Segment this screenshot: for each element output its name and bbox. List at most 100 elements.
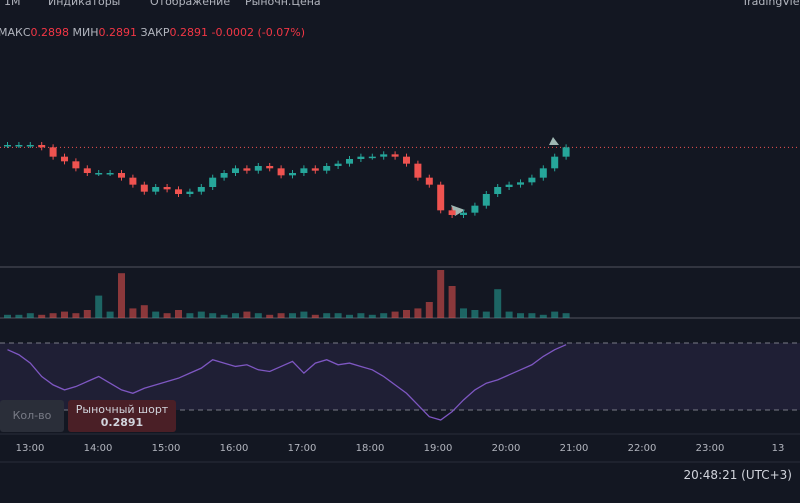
candle xyxy=(209,177,217,187)
volume-bar xyxy=(403,310,410,318)
volume-bar xyxy=(334,313,342,318)
rsi-band xyxy=(0,343,800,410)
price-type-button[interactable]: Рыночн.Цена xyxy=(245,0,321,8)
volume-bar xyxy=(140,305,148,318)
volume-bar xyxy=(425,302,433,318)
volume-bar xyxy=(391,311,399,318)
candle xyxy=(323,166,331,171)
candle xyxy=(38,145,46,148)
volume-bar xyxy=(72,313,80,318)
high-label: МАКС xyxy=(0,26,31,39)
volume-bar xyxy=(517,313,524,318)
volume-bar xyxy=(232,313,239,318)
close-value: 0.2891 xyxy=(169,26,209,39)
change-value: -0.0002 (-0.07%) xyxy=(211,26,305,39)
time-label: 22:00 xyxy=(628,443,657,454)
time-label: 19:00 xyxy=(424,443,453,454)
short-label: Рыночный шорт xyxy=(75,403,169,416)
volume-bar xyxy=(346,314,353,318)
volume-bar xyxy=(38,314,46,318)
clock: 20:48:21 (UTC+3) xyxy=(683,468,792,482)
time-label: 23:00 xyxy=(696,443,725,454)
volume-bar xyxy=(106,311,114,318)
candle xyxy=(49,147,57,157)
candle xyxy=(551,156,559,169)
volume-bar xyxy=(323,313,331,318)
candle xyxy=(311,168,319,171)
volume-bar xyxy=(562,313,570,318)
volume-bar xyxy=(448,286,456,318)
candle xyxy=(186,191,194,194)
brand: TradingView xyxy=(742,0,800,8)
candle xyxy=(471,205,479,213)
close-label: ЗАКР xyxy=(140,26,170,39)
volume-bar xyxy=(471,310,479,318)
candle xyxy=(95,173,103,175)
candle xyxy=(300,168,308,173)
time-label: 13:00 xyxy=(16,443,45,454)
candle xyxy=(106,173,114,175)
candle xyxy=(437,184,445,211)
low-label: МИН xyxy=(72,26,99,39)
candle xyxy=(403,156,410,164)
volume-bar xyxy=(300,311,308,318)
candle xyxy=(414,163,422,178)
candle xyxy=(152,187,160,192)
volume-bar xyxy=(311,314,319,318)
candle xyxy=(118,173,125,178)
high-value: 0.2898 xyxy=(30,26,70,39)
candle xyxy=(277,168,285,176)
candle xyxy=(368,156,376,159)
volume-bar xyxy=(243,311,251,318)
interval-button[interactable]: 1М xyxy=(4,0,21,8)
candle xyxy=(562,147,570,157)
volume-bar xyxy=(118,273,125,318)
volume-bar xyxy=(277,313,285,318)
candle xyxy=(197,187,205,192)
time-label: 13 xyxy=(772,443,785,454)
time-label: 20:00 xyxy=(492,443,521,454)
volume-bar xyxy=(95,295,103,318)
volume-bar xyxy=(528,313,536,318)
candle xyxy=(448,210,456,215)
time-label: 15:00 xyxy=(152,443,181,454)
volume-bar xyxy=(152,311,160,318)
volume-bar xyxy=(163,313,171,318)
candle xyxy=(243,168,251,171)
candle xyxy=(289,173,296,176)
volume-bar xyxy=(437,270,445,318)
candle xyxy=(482,194,490,206)
volume-bar xyxy=(414,308,422,318)
volume-bar xyxy=(83,310,91,318)
volume-bar xyxy=(289,313,296,318)
candle xyxy=(346,159,353,164)
candle xyxy=(232,168,239,173)
candle xyxy=(391,154,399,157)
candle xyxy=(528,177,536,183)
candle xyxy=(539,168,547,178)
candle xyxy=(163,187,171,190)
candle xyxy=(357,156,365,159)
candle xyxy=(494,187,502,194)
signal-marker xyxy=(549,137,559,145)
candle xyxy=(425,177,433,185)
time-label: 17:00 xyxy=(288,443,317,454)
volume-bar xyxy=(266,314,274,318)
short-price: 0.2891 xyxy=(100,416,144,429)
candle xyxy=(175,189,182,194)
display-button[interactable]: Отображение xyxy=(150,0,231,8)
market-short-button[interactable]: Рыночный шорт 0.2891 xyxy=(68,400,176,432)
indicators-button[interactable]: Индикаторы xyxy=(48,0,121,8)
volume-bar xyxy=(129,308,137,318)
candle xyxy=(517,182,524,185)
candle xyxy=(460,212,467,215)
volume-bar xyxy=(197,311,205,318)
candle xyxy=(72,161,80,169)
volume-bar xyxy=(539,314,547,318)
qty-input[interactable]: Кол-во xyxy=(0,400,64,432)
volume-bar xyxy=(61,311,68,318)
time-label: 16:00 xyxy=(220,443,249,454)
candle xyxy=(505,184,513,187)
